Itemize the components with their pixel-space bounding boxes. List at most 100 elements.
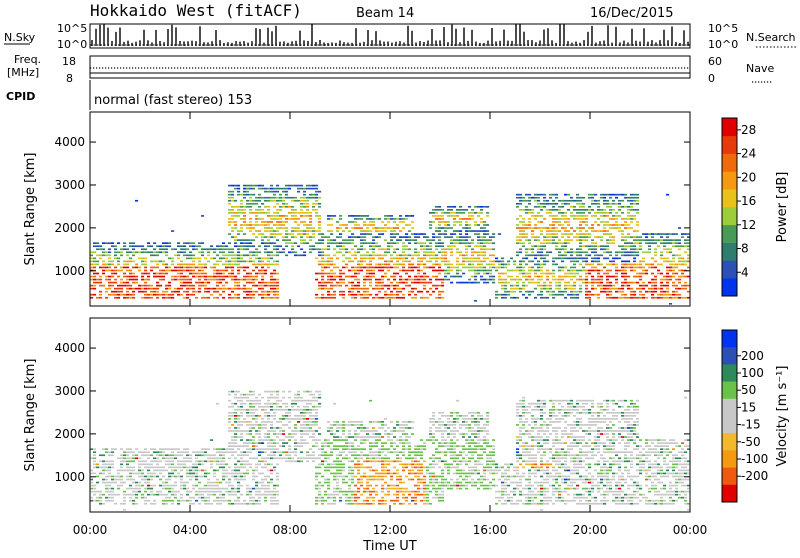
heatmap-cell: [312, 451, 315, 453]
heatmap-cell: [339, 251, 342, 253]
heatmap-cell: [246, 470, 249, 472]
heatmap-cell: [240, 460, 243, 462]
heatmap-cell: [129, 460, 132, 462]
heatmap-cell: [342, 482, 345, 484]
heatmap-cell: [444, 264, 447, 266]
heatmap-cell: [582, 270, 585, 272]
heatmap-cell: [399, 218, 402, 220]
heatmap-cell: [432, 276, 435, 278]
heatmap-cell: [267, 245, 270, 247]
heatmap-cell: [471, 270, 474, 272]
heatmap-cell: [663, 233, 666, 235]
heatmap-cell: [684, 261, 687, 263]
heatmap-cell: [432, 254, 435, 256]
heatmap-cell: [267, 230, 270, 232]
heatmap-cell: [324, 442, 327, 444]
heatmap-cell: [207, 503, 210, 505]
heatmap-cell: [258, 264, 261, 266]
heatmap-cell: [519, 242, 522, 244]
heatmap-cell: [177, 291, 180, 293]
heatmap-cell: [507, 276, 510, 278]
heatmap-cell: [204, 248, 207, 250]
heatmap-cell: [258, 197, 261, 199]
heatmap-cell: [246, 430, 249, 432]
heatmap-cell: [444, 251, 447, 253]
heatmap-cell: [603, 194, 606, 196]
heatmap-cell: [261, 188, 264, 190]
heatmap-cell: [246, 227, 249, 229]
heatmap-cell: [339, 282, 342, 284]
heatmap-cell: [186, 482, 189, 484]
heatmap-cell: [297, 442, 300, 444]
heatmap-cell: [627, 206, 630, 208]
heatmap-cell: [264, 212, 267, 214]
heatmap-cell: [288, 448, 291, 450]
heatmap-cell: [582, 245, 585, 247]
heatmap-cell: [660, 282, 663, 284]
heatmap-cell: [405, 279, 408, 281]
heatmap-cell: [234, 421, 237, 423]
heatmap-cell: [228, 297, 231, 299]
heatmap-cell: [585, 258, 588, 260]
heatmap-cell: [216, 297, 219, 299]
heatmap-cell: [651, 288, 654, 290]
heatmap-cell: [141, 276, 144, 278]
heatmap-cell: [477, 251, 480, 253]
heatmap-cell: [663, 258, 666, 260]
heatmap-cell: [171, 294, 174, 296]
heatmap-cell: [120, 464, 123, 466]
heatmap-cell: [267, 267, 270, 269]
heatmap-cell: [369, 221, 372, 223]
heatmap-cell: [615, 288, 618, 290]
heatmap-cell: [636, 248, 639, 250]
heatmap-cell: [177, 451, 180, 453]
heatmap-cell: [666, 270, 669, 272]
heatmap-cell: [327, 282, 330, 284]
heatmap-cell: [591, 203, 594, 205]
heatmap-cell: [135, 282, 138, 284]
heatmap-cell: [225, 270, 228, 272]
heatmap-cell: [669, 279, 672, 281]
heatmap-cell: [504, 297, 507, 299]
heatmap-cell: [549, 294, 552, 296]
heatmap-cell: [177, 254, 180, 256]
heatmap-cell: [120, 282, 123, 284]
heatmap-cell: [267, 291, 270, 293]
heatmap-cell: [573, 209, 576, 211]
heatmap-cell: [225, 267, 228, 269]
heatmap-cell: [447, 248, 450, 250]
heatmap-cell: [258, 400, 261, 402]
heatmap-cell: [276, 476, 279, 478]
heatmap-cell: [411, 227, 414, 229]
heatmap-cell: [312, 445, 315, 447]
heatmap-cell: [303, 191, 306, 193]
heatmap-cell: [231, 209, 234, 211]
heatmap-cell: [234, 391, 237, 393]
heatmap-cell: [132, 503, 135, 505]
heatmap-cell: [639, 261, 642, 263]
heatmap-cell: [261, 488, 264, 490]
heatmap-cell: [228, 482, 231, 484]
heatmap-cell: [585, 245, 588, 247]
heatmap-cell: [270, 479, 273, 481]
heatmap-cell: [342, 451, 345, 453]
heatmap-cell: [423, 236, 426, 238]
heatmap-cell: [537, 212, 540, 214]
heatmap-cell: [537, 227, 540, 229]
heatmap-cell: [360, 264, 363, 266]
heatmap-cell: [663, 245, 666, 247]
heatmap-cell: [384, 239, 387, 241]
heatmap-cell: [507, 270, 510, 272]
heatmap-cell: [258, 282, 261, 284]
heatmap-cell: [243, 254, 246, 256]
heatmap-cell: [297, 409, 300, 411]
heatmap-cell: [141, 279, 144, 281]
heatmap-cell: [204, 291, 207, 293]
heatmap-cell: [294, 200, 297, 202]
heatmap-cell: [378, 297, 381, 299]
heatmap-cell: [159, 470, 162, 472]
heatmap-cell: [630, 251, 633, 253]
heatmap-cell: [579, 200, 582, 202]
heatmap-cell: [582, 236, 585, 238]
heatmap-cell: [528, 279, 531, 281]
